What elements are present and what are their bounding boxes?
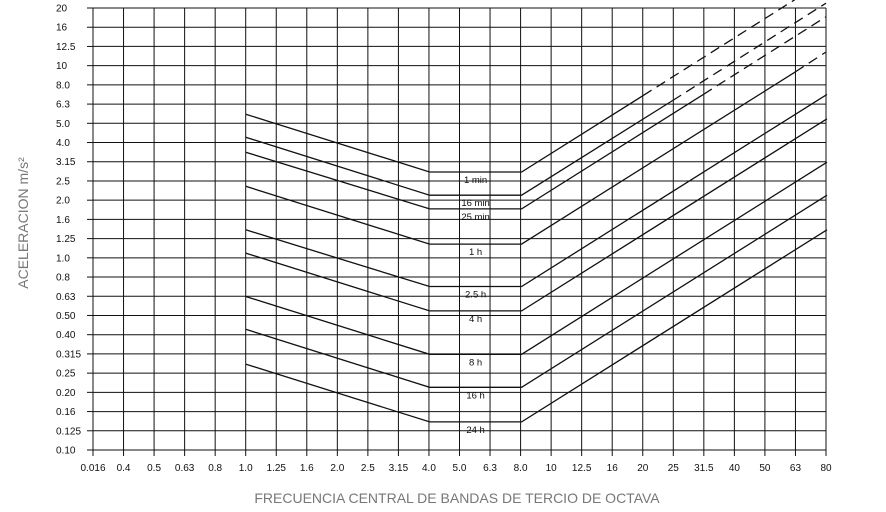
y-tick-labels: 20 16 12.5 10 8.0 6.3 5.0 4.0 3.15 2.5 2.0 1.6 1.25 1… [56,4,81,457]
x-tick-labels: 0.016 0.4 0.5 0.63 0.8 1.0 1.25 1.6 2.0 2.5 3.15 4.… [80,463,832,474]
curve-dashed-extension [672,2,827,102]
y-tick-label: 10 [56,61,68,72]
x-tick-label: 20 [637,463,649,474]
x-tick-label: 8.0 [514,463,528,474]
curve-line [245,99,674,196]
x-tick-label: 25 [668,463,680,474]
x-tick-label: 31.5 [694,463,714,474]
x-tick-label: 0.5 [147,463,161,474]
curve-label: 16 min [461,198,490,209]
curve-dashed-extension [703,16,827,95]
curve-label: 8 h [469,357,482,368]
curve-line [245,93,828,288]
x-tick-label: 12.5 [572,463,592,474]
x-tick-label: 0.016 [80,463,105,474]
curve-line [245,229,828,423]
curve-label: 24 h [466,425,485,436]
x-tick-label: 80 [820,463,832,474]
y-tick-label: 0.125 [56,426,81,437]
curve-line [245,95,644,173]
y-tick-label: 1.25 [56,234,76,245]
y-tick-label: 0.16 [56,407,76,418]
x-tick-label: 0.63 [175,463,195,474]
y-tick-label: 1.6 [56,215,70,226]
curve-line [245,194,828,388]
x-tick-label: 1.25 [267,463,287,474]
x-tick-label: 4.0 [422,463,436,474]
curve-line [245,161,828,355]
curve-label: 4 h [469,314,482,325]
curve-label: 16 h [466,390,485,401]
y-tick-label: 0.25 [56,369,76,380]
curve-line [245,93,704,210]
x-tick-label: 0.4 [117,463,131,474]
y-tick-label: 0.40 [56,330,76,341]
curve-line [245,118,828,312]
curve-label: 1 min [464,175,487,186]
x-axis-title: FRECUENCIA CENTRAL DE BANDAS DE TERCIO D… [254,490,660,506]
x-tick-label: 63 [790,463,802,474]
y-tick-label: 0.50 [56,311,76,322]
y-tick-label: 2.0 [56,196,70,207]
x-tick-label: 2.5 [361,463,375,474]
y-tick-label: 0.20 [56,388,76,399]
y-axis-title: ACELERACION m/s² [15,157,31,289]
y-tick-label: 6.3 [56,100,70,111]
y-tick-label: 3.15 [56,157,76,168]
grid [87,7,827,456]
y-tick-label: 0.63 [56,292,76,303]
curve-label: 2.5 h [465,289,486,300]
y-tick-label: 12.5 [56,42,76,53]
y-tick-label: 8.0 [56,80,70,91]
curve-dashed-extension [794,51,827,73]
curve-dashed-extension [642,0,796,97]
y-tick-label: 2.5 [56,176,70,187]
x-tick-label: 3.15 [389,463,409,474]
y-tick-label: 0.8 [56,273,70,284]
x-tick-label: 16 [607,463,619,474]
x-tick-label: 5.0 [453,463,467,474]
y-tick-label: 16 [56,23,68,34]
y-tick-label: 1.0 [56,253,70,264]
y-tick-label: 0.10 [56,446,76,457]
curve-label: 25 min [461,212,490,223]
curve-labels: 1 min 16 min 25 min 1 h 2.5 h 4 h 8 h 16 h 24 h [461,175,490,436]
y-tick-label: 20 [56,4,68,15]
x-tick-label: 50 [759,463,771,474]
x-tick-label: 2.0 [330,463,344,474]
x-tick-label: 1.0 [239,463,253,474]
curve-line [245,71,796,245]
exposure-curves [245,0,828,423]
x-tick-label: 40 [729,463,741,474]
y-tick-label: 5.0 [56,119,70,130]
x-tick-label: 0.8 [208,463,222,474]
curve-label: 1 h [469,247,482,258]
x-tick-label: 10 [546,463,558,474]
x-tick-label: 6.3 [483,463,497,474]
y-tick-label: 0.315 [56,349,81,360]
x-tick-label: 1.6 [300,463,314,474]
y-tick-label: 4.0 [56,138,70,149]
